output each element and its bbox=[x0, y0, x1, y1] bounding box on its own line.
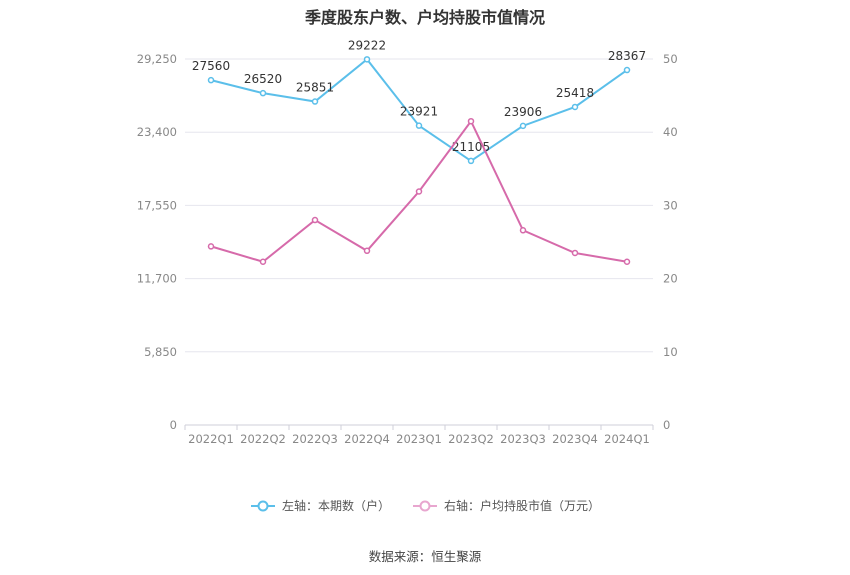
x-tick-label: 2022Q2 bbox=[240, 432, 286, 446]
data-point-right bbox=[623, 258, 631, 266]
data-label: 29222 bbox=[348, 38, 386, 52]
y-right-tick-label: 30 bbox=[663, 198, 678, 212]
x-tick-label: 2023Q1 bbox=[396, 432, 442, 446]
y-left-tick-label: 11,700 bbox=[137, 272, 177, 286]
data-point-left bbox=[363, 56, 371, 63]
data-label: 28367 bbox=[608, 49, 646, 63]
x-tick-label: 2023Q4 bbox=[552, 432, 598, 446]
y-right-tick-label: 40 bbox=[663, 125, 678, 139]
legend-item-right[interactable]: 右轴：户均持股市值（万元） bbox=[412, 497, 600, 514]
legend-label-left: 左轴：本期数（户） bbox=[281, 499, 390, 513]
source-note: 数据来源：恒生聚源 bbox=[368, 549, 482, 564]
data-point-left bbox=[415, 122, 423, 129]
data-point-left bbox=[259, 89, 267, 97]
data-label: 23921 bbox=[400, 105, 438, 119]
y-left-tick-label: 0 bbox=[170, 418, 177, 432]
data-label: 25418 bbox=[556, 86, 594, 100]
data-label: 21105 bbox=[452, 140, 490, 154]
legend: 左轴：本期数（户） 右轴：户均持股市值（万元） bbox=[0, 497, 850, 514]
x-tick-label: 2023Q2 bbox=[448, 432, 494, 446]
chart-title: 季度股东户数、户均持股市值情况 bbox=[304, 8, 545, 27]
x-tick-label: 2024Q1 bbox=[604, 432, 650, 446]
y-left-tick-label: 23,400 bbox=[137, 125, 177, 139]
data-point-left bbox=[207, 76, 215, 84]
data-label: 27560 bbox=[192, 59, 230, 73]
legend-item-left[interactable]: 左轴：本期数（户） bbox=[250, 497, 390, 514]
x-tick-label: 2023Q3 bbox=[500, 432, 546, 446]
data-point-left bbox=[623, 66, 631, 74]
data-point-right bbox=[311, 216, 319, 224]
legend-line-right-icon bbox=[413, 500, 437, 511]
y-right-tick-label: 0 bbox=[663, 418, 670, 432]
x-tick-label: 2022Q3 bbox=[292, 432, 338, 446]
x-tick-label: 2022Q1 bbox=[188, 432, 234, 446]
data-point-right bbox=[363, 247, 371, 255]
y-left-tick-label: 29,250 bbox=[137, 52, 177, 66]
y-right-tick-label: 20 bbox=[663, 272, 678, 286]
y-left-tick-label: 17,550 bbox=[137, 198, 177, 212]
data-point-left bbox=[571, 103, 579, 111]
x-tick-label: 2022Q4 bbox=[344, 432, 390, 446]
data-point-left bbox=[311, 98, 319, 105]
data-point-left bbox=[467, 157, 475, 165]
data-point-right bbox=[571, 249, 579, 257]
legend-label-right: 右轴：户均持股市值（万元） bbox=[444, 499, 601, 513]
y-right-tick-label: 10 bbox=[663, 345, 678, 359]
data-label: 26520 bbox=[244, 72, 282, 86]
data-point-left bbox=[519, 122, 527, 130]
data-point-right bbox=[259, 258, 267, 266]
y-left-tick-label: 5,850 bbox=[144, 345, 177, 359]
data-label: 23906 bbox=[504, 105, 542, 119]
y-right-tick-label: 50 bbox=[663, 52, 678, 66]
legend-line-left-icon bbox=[250, 500, 275, 511]
data-point-right bbox=[519, 227, 527, 234]
data-point-right bbox=[467, 117, 475, 125]
data-point-right bbox=[207, 243, 215, 250]
data-point-right bbox=[415, 188, 423, 195]
data-label: 25851 bbox=[296, 81, 334, 95]
